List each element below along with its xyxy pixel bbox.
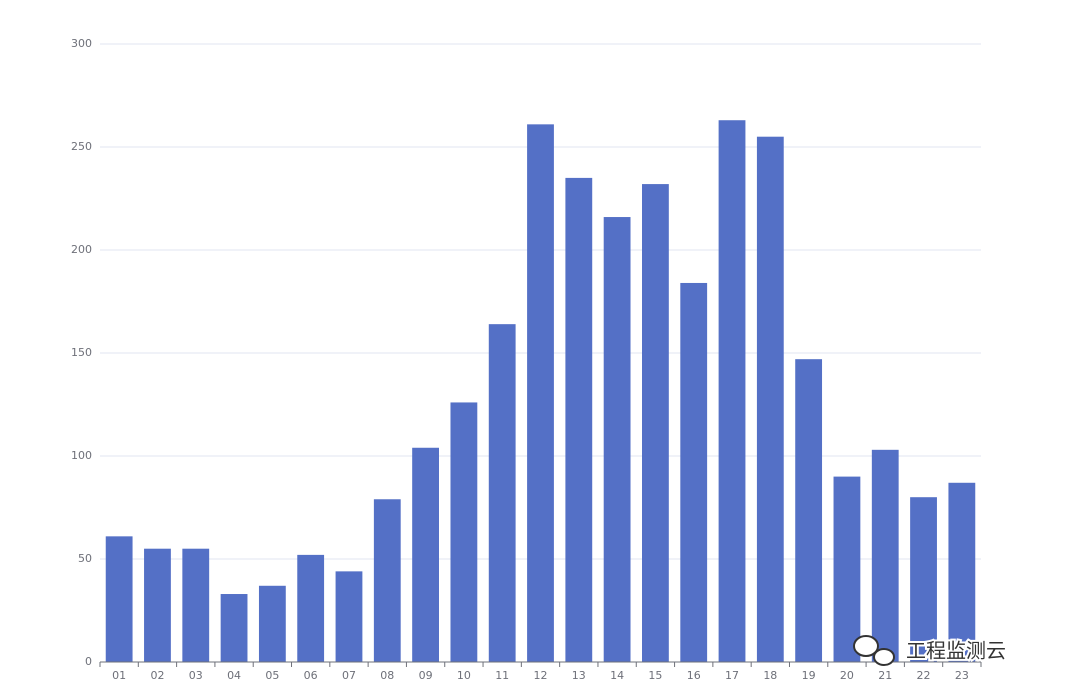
bar bbox=[948, 482, 976, 662]
x-tick-label: 22 bbox=[917, 669, 931, 682]
y-tick-label: 100 bbox=[71, 449, 92, 462]
y-tick-label: 250 bbox=[71, 140, 92, 153]
bar bbox=[182, 548, 210, 662]
bar bbox=[105, 536, 133, 662]
y-tick-label: 50 bbox=[78, 552, 92, 565]
x-tick-label: 07 bbox=[342, 669, 356, 682]
x-tick-label: 05 bbox=[265, 669, 279, 682]
x-tick-label: 17 bbox=[725, 669, 739, 682]
x-tick-label: 20 bbox=[840, 669, 854, 682]
bar bbox=[680, 282, 708, 662]
bar bbox=[297, 554, 325, 662]
x-tick-label: 01 bbox=[112, 669, 126, 682]
x-tick-label: 10 bbox=[457, 669, 471, 682]
x-tick-label: 06 bbox=[304, 669, 318, 682]
bar bbox=[488, 324, 516, 662]
watermark: 工程监测云 bbox=[906, 639, 1006, 663]
x-tick-label: 21 bbox=[878, 669, 892, 682]
y-tick-label: 300 bbox=[71, 37, 92, 50]
x-tick-label: 02 bbox=[150, 669, 164, 682]
x-tick-label: 19 bbox=[802, 669, 816, 682]
bar bbox=[795, 359, 823, 662]
x-tick-label: 03 bbox=[189, 669, 203, 682]
bar bbox=[450, 402, 478, 662]
x-tick-label: 12 bbox=[534, 669, 548, 682]
bar bbox=[412, 447, 439, 662]
bar bbox=[603, 217, 631, 663]
x-tick-label: 16 bbox=[687, 669, 701, 682]
bar bbox=[527, 124, 554, 663]
x-tick-label: 23 bbox=[955, 669, 969, 682]
x-tick-label: 04 bbox=[227, 669, 241, 682]
bar bbox=[910, 497, 937, 662]
x-tick-label: 14 bbox=[610, 669, 624, 682]
x-tick-label: 13 bbox=[572, 669, 586, 682]
bar bbox=[220, 594, 248, 662]
bar bbox=[144, 548, 171, 662]
bar bbox=[833, 476, 861, 662]
y-tick-label: 200 bbox=[71, 243, 92, 256]
bar bbox=[335, 571, 363, 662]
x-tick-label: 09 bbox=[419, 669, 433, 682]
y-tick-label: 150 bbox=[71, 346, 92, 359]
x-tick-label: 08 bbox=[380, 669, 394, 682]
bar bbox=[871, 449, 899, 662]
x-tick-label: 11 bbox=[495, 669, 509, 682]
watermark-icon bbox=[853, 635, 895, 666]
y-tick-label: 0 bbox=[85, 655, 92, 668]
x-tick-label: 18 bbox=[763, 669, 777, 682]
bar bbox=[565, 177, 593, 662]
bar bbox=[718, 120, 746, 663]
bar bbox=[756, 136, 784, 662]
bar bbox=[373, 499, 401, 662]
x-tick-label: 15 bbox=[648, 669, 662, 682]
bar bbox=[258, 585, 286, 662]
bar bbox=[642, 184, 669, 662]
